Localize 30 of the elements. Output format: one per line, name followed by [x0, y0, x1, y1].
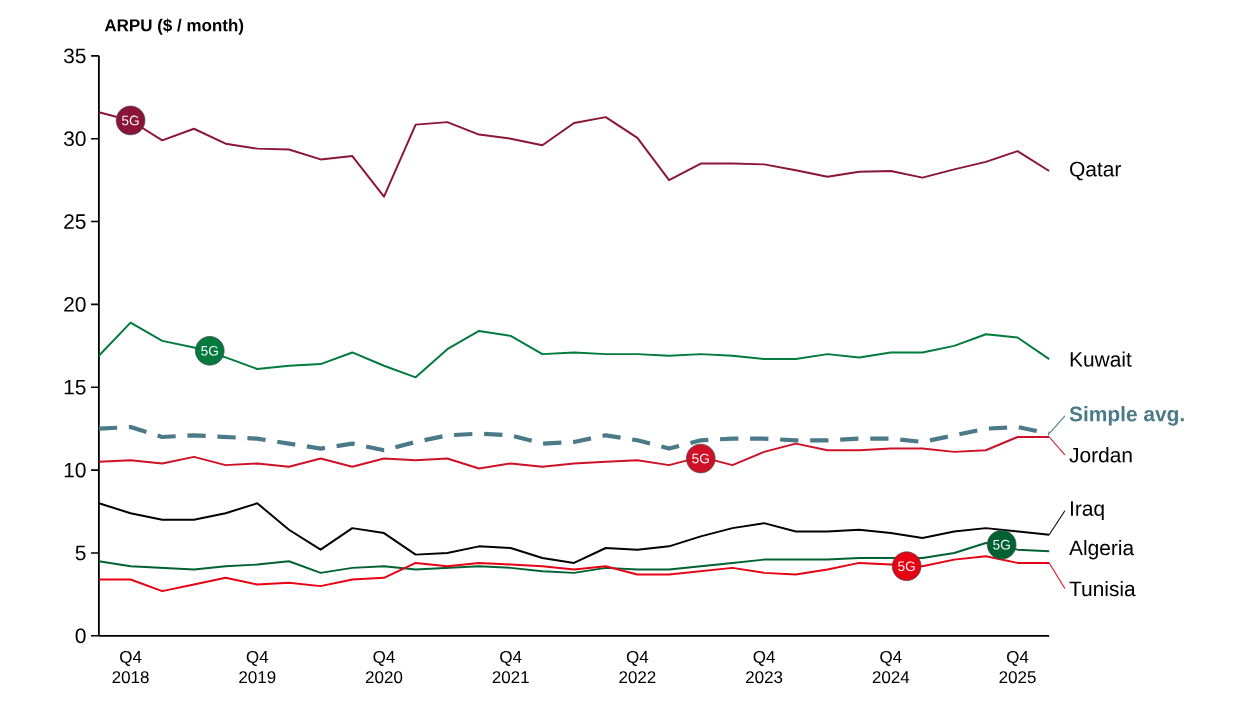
legend-label: Simple avg. [1069, 406, 1184, 426]
legend-label: Iraq [1070, 501, 1104, 521]
x-tick-label: Q4 2022 [619, 650, 656, 684]
y-axis-title: ARPU ($ / month) [104, 18, 244, 35]
annotation: 5G [898, 561, 915, 572]
y-tick-label: 5 [75, 545, 86, 561]
line-series [97, 321, 1051, 379]
y-tick-label: 20 [64, 296, 86, 312]
legend-label: Jordan [1069, 447, 1132, 463]
x-tick-label: Q4 2021 [492, 650, 529, 684]
annotation: 5G [993, 539, 1010, 550]
y-tick-label: 35 [63, 48, 86, 64]
x-tick-label: Q4 2024 [872, 650, 910, 684]
y-tick-label: 10 [64, 462, 86, 478]
y-tick-label: 30 [63, 131, 86, 147]
y-tick-label: 15 [64, 379, 86, 395]
x-tick-label: Q4 2025 [999, 650, 1036, 684]
x-tick-label: Q4 2019 [239, 650, 276, 684]
series-label: Kuwait [1070, 351, 1132, 367]
x-tick-label: Q4 2023 [746, 650, 783, 684]
annotation: 5G [121, 115, 139, 126]
annotation: 5G [201, 345, 218, 356]
x-tick-label: Q4 2018 [112, 650, 149, 684]
legend-label: Tunisia [1069, 580, 1136, 597]
x-tick-label: Q4 2020 [365, 650, 403, 684]
y-tick-label: 25 [64, 214, 86, 229]
series-label: Qatar [1070, 161, 1121, 181]
y-tick-label: 0 [75, 628, 86, 644]
series-label: Algeria [1069, 539, 1135, 560]
annotation: 5G [692, 453, 709, 464]
